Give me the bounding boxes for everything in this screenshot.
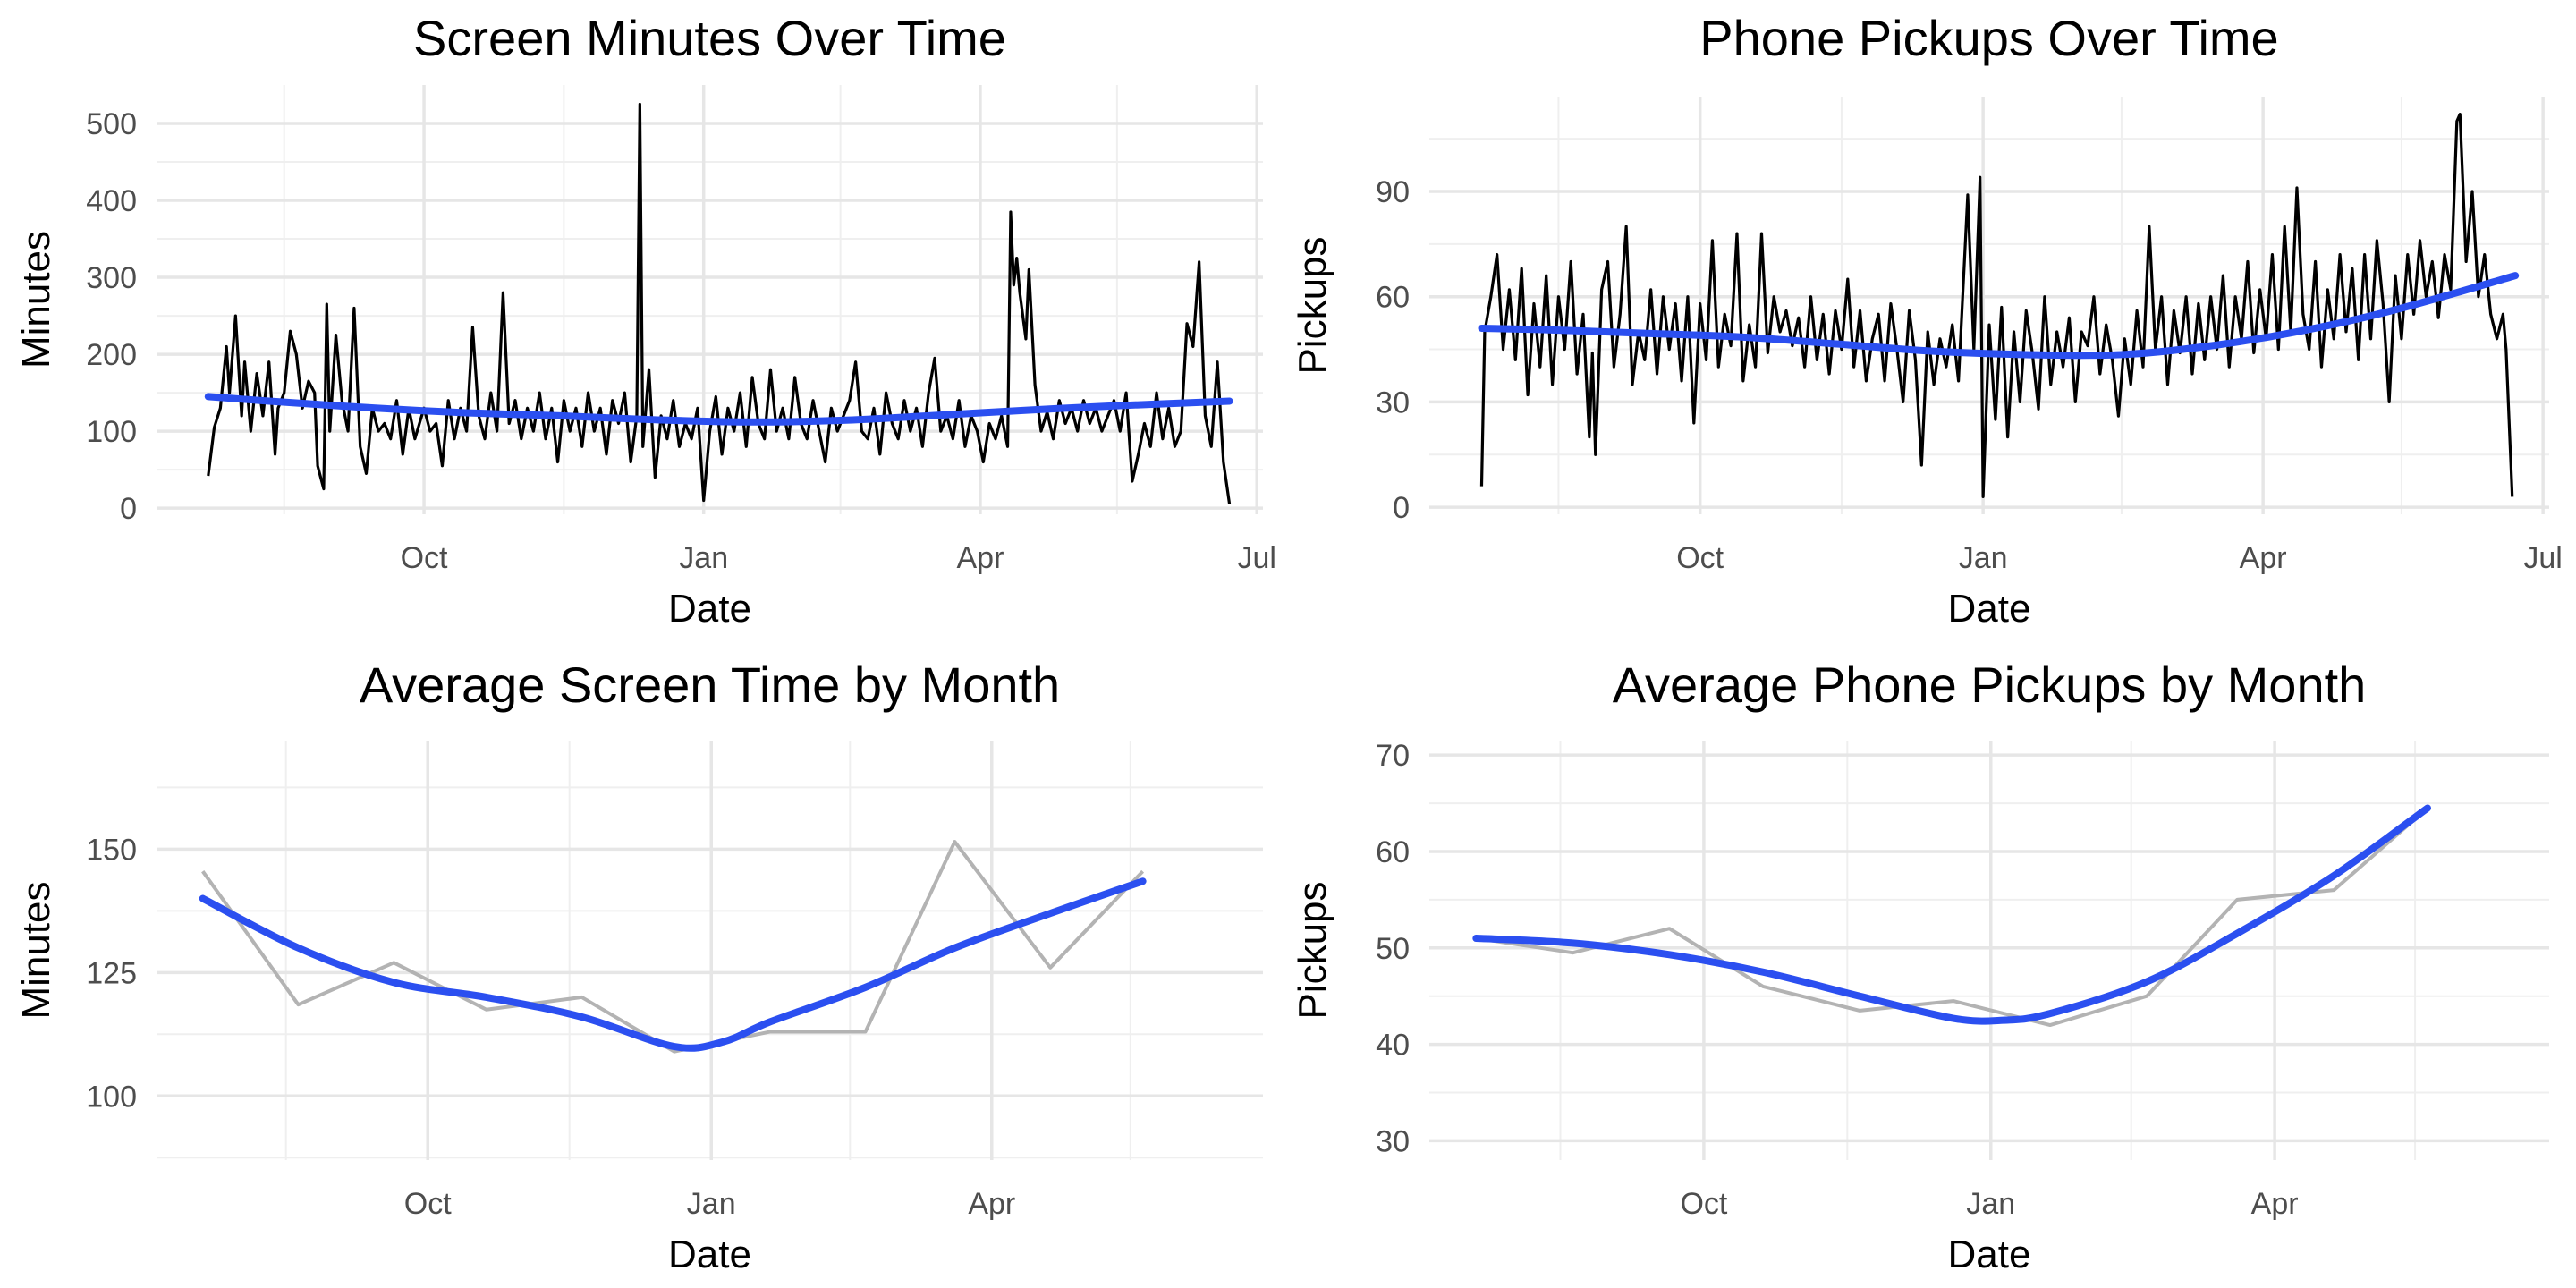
y-axis-title: Pickups [1291,236,1335,374]
x-tick-label: Apr [2251,1187,2299,1221]
y-tick-label: 0 [1393,491,1410,525]
y-tick-label: 40 [1376,1029,1410,1063]
x-tick-label: Jan [1966,1187,2015,1221]
gridlines [1429,97,2549,514]
y-tick-label: 50 [1376,932,1410,966]
daily-series-line [1479,113,2514,498]
y-axis-title: Minutes [14,231,58,369]
x-tick-label: Jan [679,541,728,575]
chart-panel-screen-monthly: Oct Jan Apr 100 125 150 Average Screen Time by… [14,657,1263,1276]
x-tick-label: Oct [401,541,448,575]
monthly-average-line [1476,806,2429,1028]
chart-title: Phone Pickups Over Time [1699,10,2278,66]
daily-series-line [207,102,1232,505]
x-axis-title: Date [1948,587,2031,631]
y-tick-label: 90 [1376,175,1410,209]
y-tick-label: 125 [86,956,137,990]
y-axis-title: Pickups [1291,881,1335,1019]
gridlines [157,741,1263,1160]
chart-panel-pickups-monthly: Oct Jan Apr 30 40 50 60 70 Average Phone Pickups… [1291,657,2549,1276]
x-tick-label: Jan [1959,541,2008,575]
chart-panel-pickups-daily: Oct Jan Apr Jul 0 30 60 90 Phone Pickups Over Ti… [1291,10,2563,631]
chart-panel-screen-daily: Oct Jan Apr Jul 0 100 200 300 400 500 Screen Minut… [14,10,1276,631]
gridlines [157,85,1263,514]
chart-title: Average Phone Pickups by Month [1613,657,2367,713]
x-axis-title: Date [668,1233,751,1276]
y-tick-label: 30 [1376,386,1410,419]
y-tick-label: 200 [86,338,137,372]
y-tick-label: 30 [1376,1124,1410,1158]
smoothed-trend-line [1472,804,2431,1025]
x-axis-title: Date [1948,1233,2031,1276]
x-tick-label: Oct [1680,1187,1727,1221]
y-tick-label: 100 [86,415,137,449]
x-tick-label: Oct [404,1187,452,1221]
x-tick-label: Jan [687,1187,736,1221]
y-tick-label: 60 [1376,835,1410,869]
x-axis-title: Date [668,587,751,631]
smoothed-trend-line [199,877,1147,1052]
x-tick-label: Jul [2523,541,2562,575]
x-tick-label: Apr [956,541,1004,575]
x-tick-label: Apr [968,1187,1015,1221]
y-axis-title: Minutes [14,881,58,1019]
y-tick-label: 60 [1376,281,1410,315]
x-tick-label: Apr [2240,541,2287,575]
y-tick-label: 100 [86,1080,137,1114]
gridlines [1429,741,2549,1160]
x-tick-label: Oct [1676,541,1724,575]
smoothed-trend-line [204,393,1233,426]
y-tick-label: 500 [86,107,137,141]
y-tick-label: 0 [120,492,137,526]
y-tick-label: 70 [1376,739,1410,773]
chart-title: Average Screen Time by Month [360,657,1060,713]
y-tick-label: 400 [86,184,137,218]
smoothed-trend-line [1478,272,2520,360]
y-tick-label: 150 [86,833,137,867]
x-tick-label: Jul [1237,541,1275,575]
y-tick-label: 300 [86,261,137,295]
monthly-average-line [201,840,1145,1054]
chart-title: Screen Minutes Over Time [413,10,1006,66]
